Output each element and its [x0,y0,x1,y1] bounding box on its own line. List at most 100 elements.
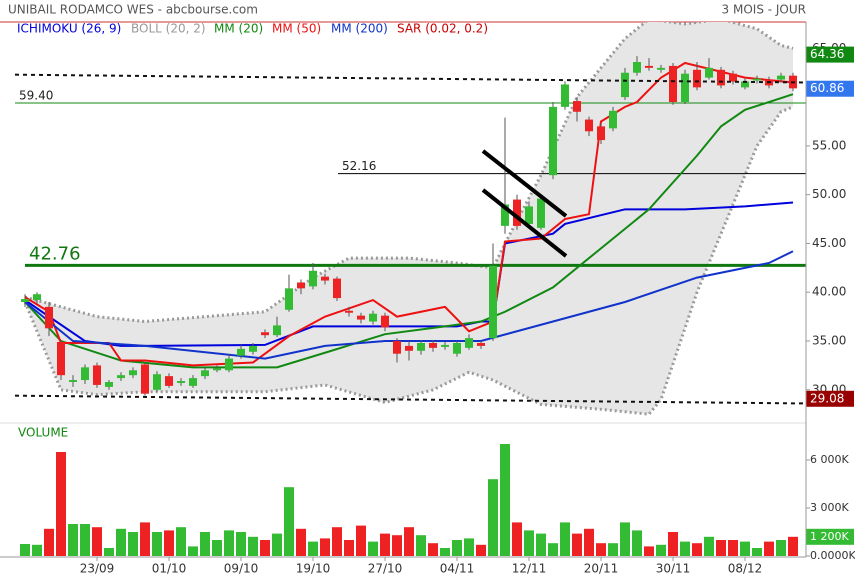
price-label: 29.08 [810,391,844,405]
volume-bar [644,546,654,556]
volume-bar [164,530,174,556]
candle-body [273,325,281,336]
volume-bar [68,524,78,556]
y-tick-label: 50.00 [812,187,846,201]
channel-line [481,149,568,218]
candle-body [501,204,509,226]
y-tick-label: 6 000K [810,453,849,466]
candle-body [609,110,617,129]
volume-bar [512,522,522,556]
candle-body [297,282,305,289]
volume-bar [728,540,738,556]
candle-body [489,265,497,339]
x-tick-label: 30/11 [656,562,691,576]
candle-body [549,106,557,176]
price-label: 60.86 [810,81,844,95]
candle-body [81,367,89,381]
volume-panel [20,444,798,556]
volume-title: VOLUME [18,426,68,440]
y-tick-label: 0.0000K [810,549,855,562]
volume-bar [284,487,294,556]
candle-body [537,198,545,228]
volume-bar [116,528,126,556]
volume-bar [80,524,90,556]
candle-body [429,342,437,348]
y-tick-label: 40.00 [812,285,846,299]
volume-bar [572,533,582,556]
price-label-box [806,80,854,97]
dashed-line [14,394,807,405]
volume-bar [212,540,222,556]
x-tick-label: 04/11 [440,562,475,576]
price-label-box [806,46,854,63]
volume-bar [200,532,210,556]
level-label: 42.76 [29,244,81,265]
volume-bar [56,452,66,556]
x-tick-label: 09/10 [224,562,259,576]
chart-title: UNIBAIL RODAMCO WES - abcbourse.com [8,3,258,17]
volume-bar [32,544,42,556]
legend-entry: MM (200) [331,22,388,36]
candle-body [741,81,749,88]
volume-bar [308,541,318,556]
candle-body [45,306,53,329]
volume-bar [368,541,378,556]
candle-body [33,294,41,301]
candle-body [729,73,737,82]
candle-body [261,332,269,336]
volume-bar [140,522,150,556]
x-tick-label: 27/10 [368,562,403,576]
legend-entry: MM (20) [214,22,263,36]
candle-body [201,370,209,377]
candle-body [369,313,377,322]
candle-body [465,338,473,348]
candle-body [21,299,29,302]
volume-bar [560,522,570,556]
candle-body [477,342,485,346]
candle-body [441,344,449,347]
candle-body [585,119,593,132]
volume-bar [428,543,438,556]
volume-bar [536,533,546,556]
candle-body [717,69,725,86]
candle-body [345,310,353,313]
price-label: 64.36 [810,47,844,61]
price-label-box [806,390,854,407]
y-tick-label: 3 000K [810,501,849,514]
candle-body [141,364,149,394]
candle-body [525,206,533,224]
y-tick-label: 35.00 [812,334,846,348]
volume-bar [320,538,330,556]
volume-bar [104,548,114,556]
candle-body [129,370,137,376]
volume-bar [392,535,402,556]
volume-bar [344,540,354,556]
candle-body [237,348,245,356]
volume-bar [716,540,726,556]
candle-body [633,62,641,73]
volume-bar [788,536,798,556]
candle-body [417,342,425,351]
candle-body [57,342,65,376]
volume-bar [440,548,450,556]
volume-bar [524,530,534,556]
volume-bar [296,528,306,556]
volume-bar [152,532,162,556]
volume-bar [176,527,186,556]
x-tick-label: 01/10 [152,562,187,576]
candle-body [561,84,569,107]
volume-bar [776,540,786,556]
x-tick-label: 12/11 [512,562,547,576]
level-label: 59.40 [19,88,53,102]
indicator-line [24,93,794,369]
bollinger-line [24,22,794,324]
volume-bar [692,543,702,556]
candle-body [657,67,665,70]
volume-bar [740,541,750,556]
candle-body [621,72,629,98]
volume-bar [272,533,282,556]
x-tick-label: 23/09 [80,562,115,576]
candle-body [705,67,713,78]
volume-bar [356,525,366,556]
candle-body [105,382,113,387]
